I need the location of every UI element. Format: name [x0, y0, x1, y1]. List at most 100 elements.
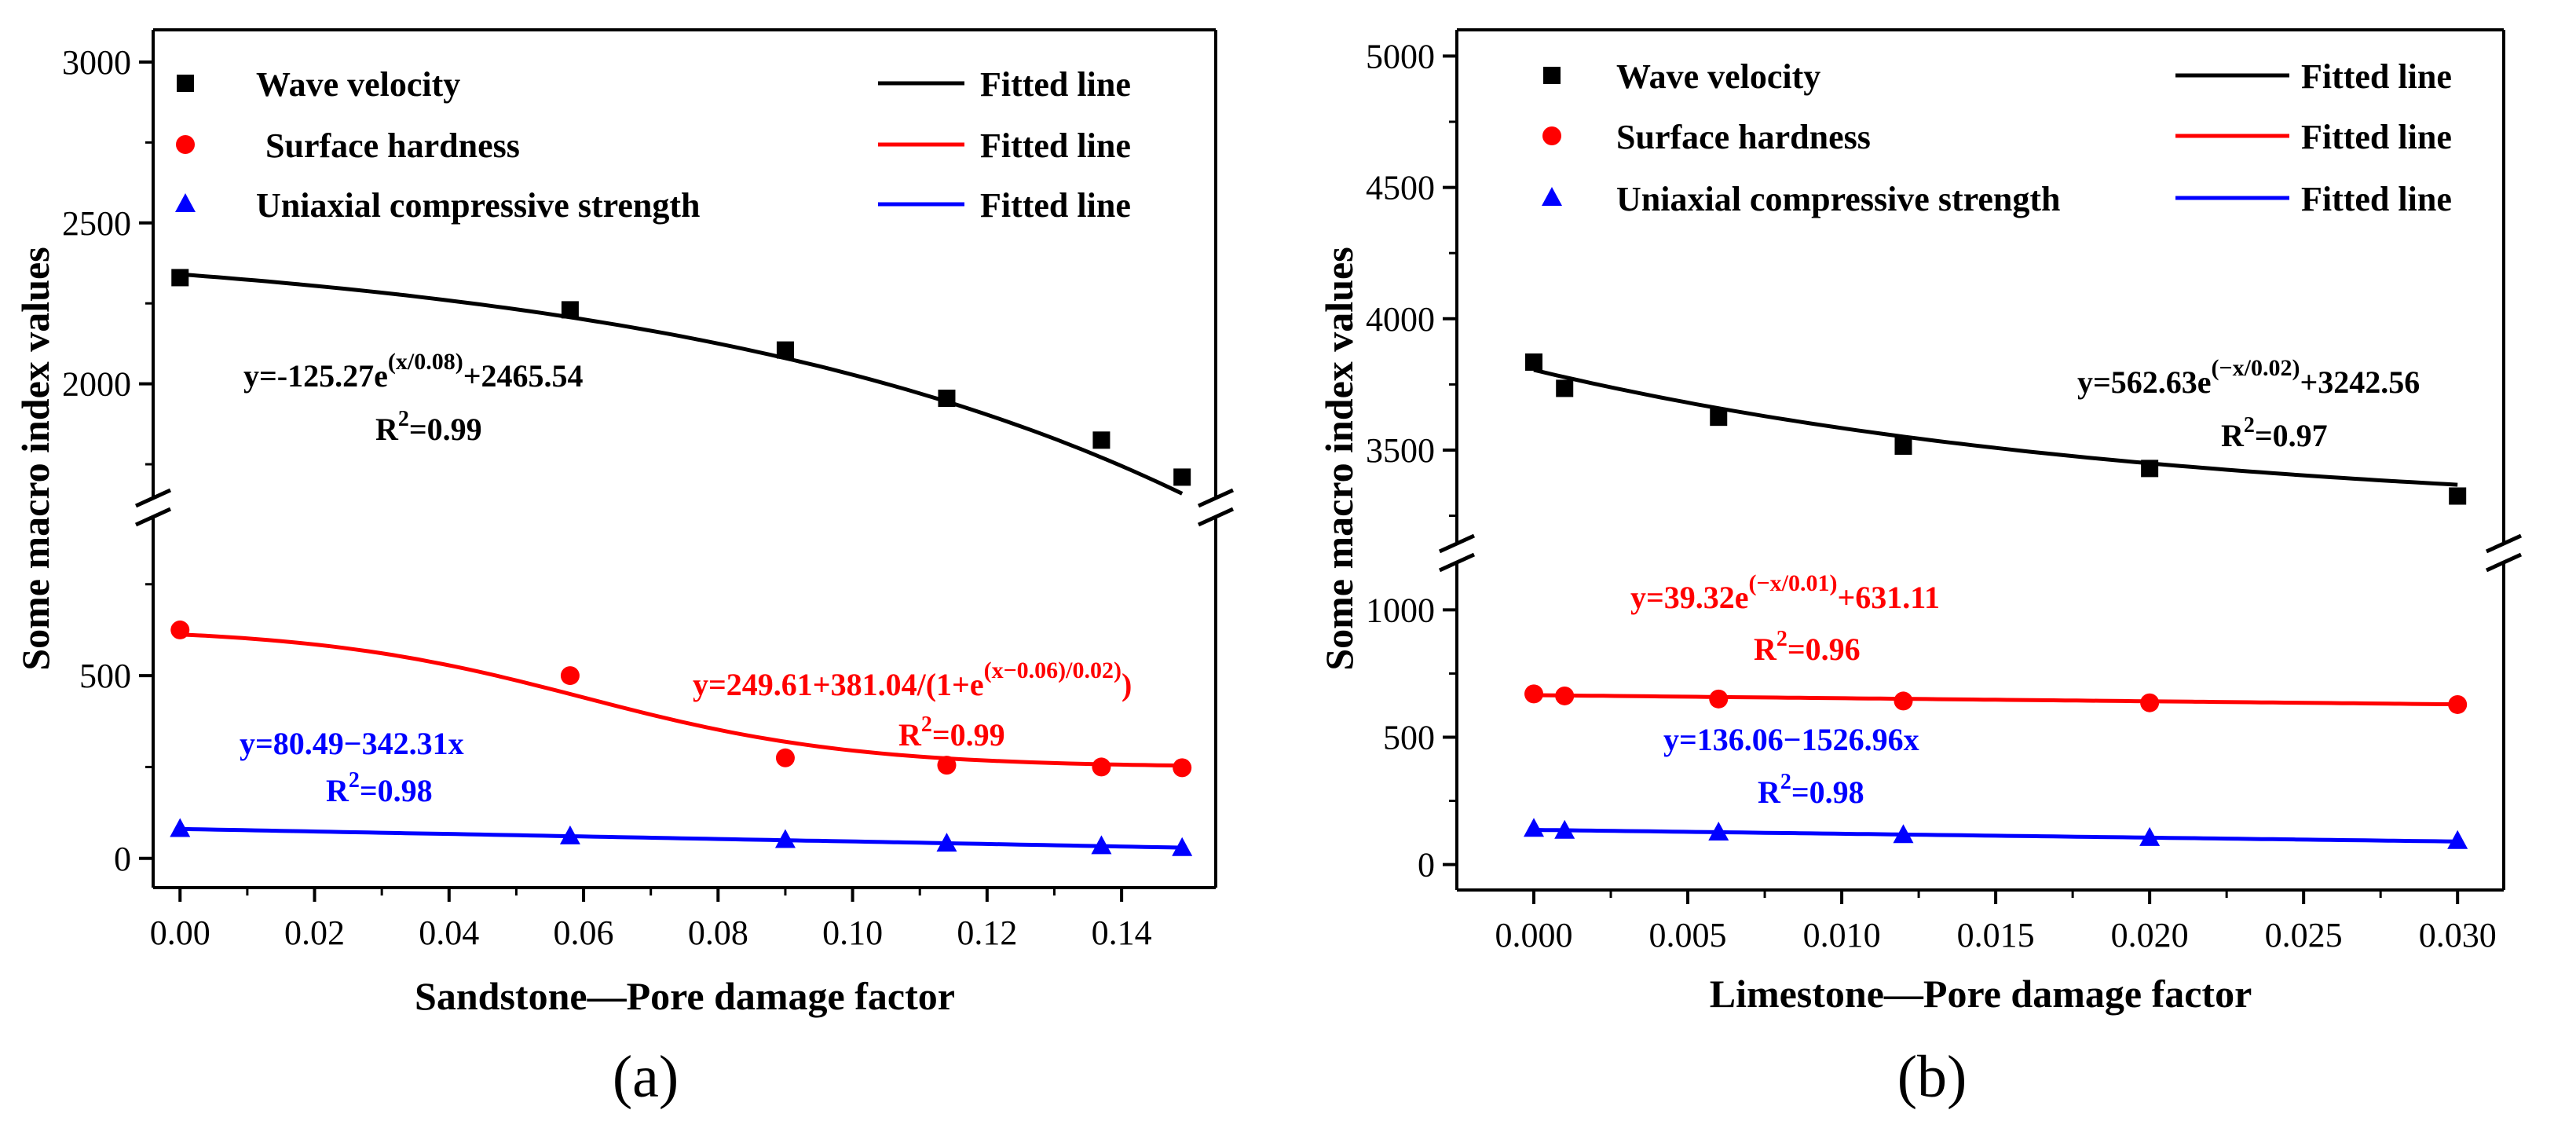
series-square — [171, 269, 1191, 496]
data-point — [774, 829, 796, 848]
fitted-line — [180, 826, 1183, 850]
x-tick-label: 0.020 — [2111, 916, 2189, 954]
fit-equation: y=80.49−342.31x — [240, 726, 464, 761]
legend-marker — [1543, 67, 1561, 84]
axis-break-mark — [134, 488, 172, 508]
fit-equation: y=249.61+381.04/(1+e(x−0.06)/0.02)) — [693, 657, 1132, 702]
data-point — [1524, 684, 1544, 704]
r-squared: R2=0.97 — [2221, 413, 2328, 453]
fitted-line — [1533, 368, 2458, 487]
x-tick-label: 0.10 — [822, 914, 883, 952]
data-point — [1172, 837, 1193, 856]
legend-label: Wave velocity — [1616, 57, 1820, 96]
x-tick-label: 0.000 — [1495, 916, 1573, 954]
y-tick-label: 1000 — [1366, 591, 1435, 629]
data-point — [559, 825, 580, 844]
plot-frame — [1455, 28, 2505, 892]
r-squared: R2=0.99 — [375, 407, 482, 447]
data-point — [1710, 408, 1728, 427]
y-tick-label: 2000 — [62, 365, 131, 404]
y-tick-label: 3500 — [1366, 431, 1435, 470]
data-point — [2447, 830, 2468, 849]
axis-break-mark — [2485, 552, 2523, 573]
x-tick-label: 0.04 — [419, 914, 479, 952]
legend-marker — [1542, 187, 1562, 206]
legend-marker — [1542, 126, 1561, 145]
legend-entry: Uniaxial compressive strength Fitted line — [175, 186, 1131, 225]
legend-line-label: Fitted line — [2301, 57, 2452, 96]
axis-break-mark — [1197, 488, 1235, 508]
data-point — [561, 301, 579, 319]
y-tick-label: 2500 — [62, 204, 131, 243]
data-point — [1524, 818, 1545, 837]
fitted-line — [1533, 693, 2458, 707]
x-tick-label: 0.015 — [1957, 916, 2035, 954]
legend-marker — [176, 135, 195, 154]
data-point — [938, 390, 956, 408]
fit-equation: y=-125.27e(x/0.08)+2465.54 — [243, 349, 584, 394]
data-point — [1092, 757, 1111, 777]
data-point — [1173, 468, 1191, 486]
y-axis-label: Some macro index values — [13, 247, 57, 670]
data-point — [1092, 431, 1111, 449]
legend-label: Wave velocity — [256, 65, 460, 104]
legend-label: Uniaxial compressive strength — [256, 186, 700, 225]
fit-equation: y=562.63e(−x/0.02)+3242.56 — [2077, 355, 2420, 400]
axis-break-mark — [1197, 507, 1235, 527]
y-tick-label: 0 — [114, 840, 131, 878]
y-tick-label: 0 — [1418, 846, 1435, 884]
series-circle — [1524, 684, 2468, 714]
legend-label: Uniaxial compressive strength — [1616, 180, 2060, 218]
data-point — [936, 833, 957, 852]
r-squared: R2=0.98 — [1758, 770, 1864, 810]
data-point — [1173, 758, 1192, 778]
fitted-line — [180, 272, 1184, 496]
x-axis-label: Limestone—Pore damage factor — [1710, 972, 2252, 1016]
data-point — [2140, 693, 2160, 712]
data-point — [937, 756, 957, 775]
legend-entry: Uniaxial compressive strength Fitted line — [1542, 180, 2452, 218]
x-tick-label: 0.12 — [957, 914, 1017, 952]
x-tick-label: 0.030 — [2419, 916, 2497, 954]
x-tick-label: 0.02 — [284, 914, 345, 952]
y-tick-label: 5000 — [1366, 37, 1435, 75]
series-square — [1525, 353, 2467, 505]
x-tick-label: 0.08 — [688, 914, 748, 952]
panel-label-a: (a) — [613, 1044, 679, 1110]
data-point — [775, 748, 795, 767]
data-point — [2449, 487, 2467, 505]
x-tick-label: 0.14 — [1092, 914, 1152, 952]
x-tick-label: 0.025 — [2265, 916, 2343, 954]
data-point — [171, 269, 189, 287]
y-tick-label: 4000 — [1366, 300, 1435, 339]
legend-line-label: Fitted line — [2301, 180, 2452, 218]
legend-label: Surface hardness — [265, 126, 520, 165]
chart-b: 0.000 0.005 0.010 0.015 0.020 0.025 0.030 3500 4… — [1317, 28, 2523, 1016]
y-tick-label: 4500 — [1366, 169, 1435, 207]
plot-frame — [152, 28, 1217, 889]
data-point — [1708, 822, 1729, 841]
x-tick-label: 0.00 — [150, 914, 210, 952]
data-point — [1556, 379, 1574, 397]
fitted-line — [180, 632, 1183, 768]
axis-break-mark — [1438, 533, 1476, 554]
series-circle — [170, 620, 1192, 778]
data-point — [1525, 353, 1543, 371]
y-tick-label: 500 — [79, 657, 131, 695]
data-point — [1894, 437, 1912, 455]
y-tick-label: 500 — [1383, 718, 1435, 756]
legend-line-label: Fitted line — [2301, 118, 2452, 156]
r-squared: R2=0.98 — [326, 768, 433, 808]
data-point — [170, 818, 191, 837]
y-axis-label: Some macro index values — [1317, 247, 1361, 670]
fitted-line — [1533, 828, 2458, 844]
legend-marker — [175, 193, 196, 212]
fit-equation: y=39.32e(−x/0.01)+631.11 — [1630, 570, 1940, 615]
data-point — [776, 341, 794, 359]
legend-line-label: Fitted line — [980, 65, 1131, 104]
legend-entry: Surface hardness Fitted line — [176, 126, 1131, 165]
x-axis-label: Sandstone—Pore damage factor — [415, 974, 955, 1018]
data-point — [560, 666, 580, 686]
data-point — [2448, 694, 2468, 714]
r-squared: R2=0.99 — [898, 712, 1005, 753]
